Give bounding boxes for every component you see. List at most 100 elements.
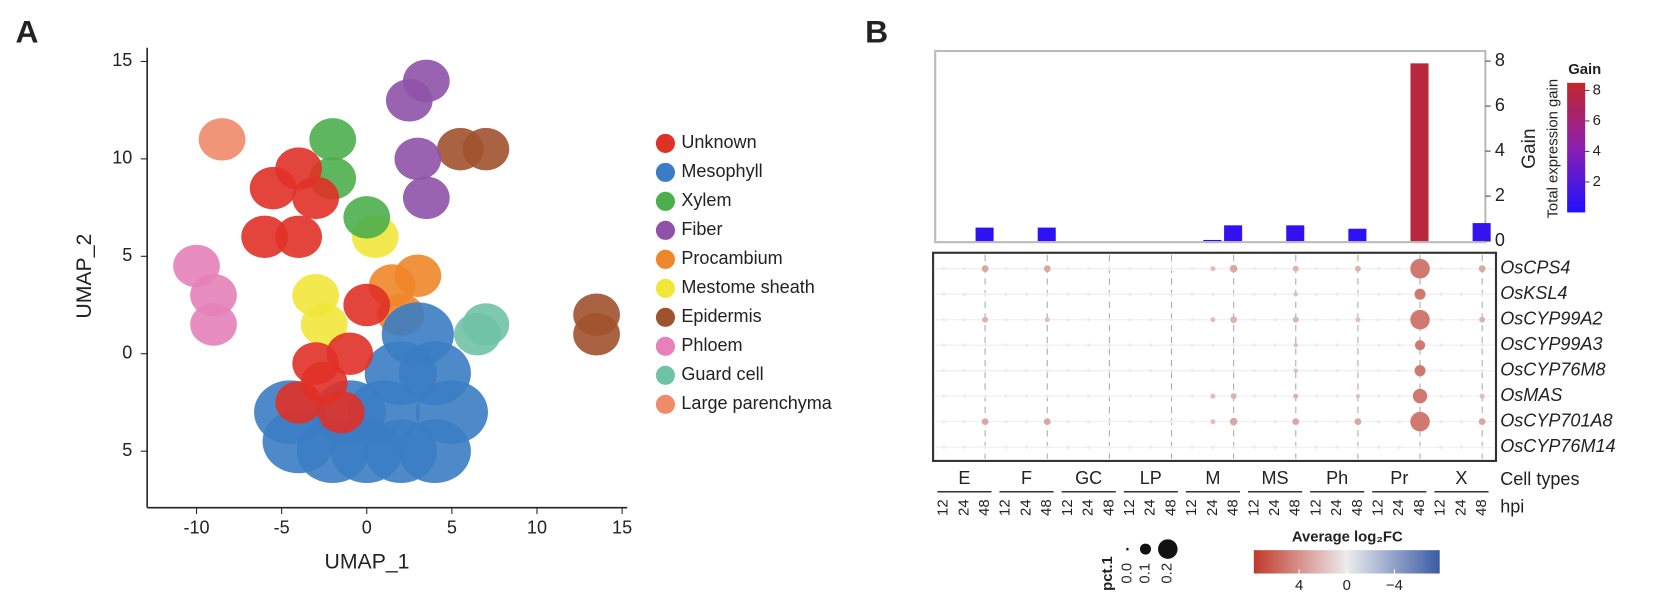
dot [1045,343,1049,347]
dot [1273,394,1277,398]
dot [1231,292,1236,296]
dot [1149,419,1153,424]
dot [1004,317,1008,322]
legend-label: Mestome sheath [681,277,814,297]
size-legend-dot [1158,539,1178,559]
legend-label: Epidermis [681,306,761,326]
colorbar-tick-label: 8 [1593,82,1601,98]
legend-label: Guard cell [681,364,763,384]
cluster-point [275,215,323,259]
cluster-point [300,303,348,346]
dot [1004,343,1008,347]
dot [1314,292,1319,296]
hpi-label: 24 [1205,499,1221,516]
legend-label: Mesophyll [681,161,762,181]
y-tick-label: 0 [122,342,132,362]
dot [1024,394,1029,398]
dot [1410,411,1430,432]
cluster-point [190,303,237,346]
dot [1294,445,1298,449]
dot [1439,343,1443,347]
dot [1335,394,1339,398]
dot [1004,394,1008,398]
hpi-label: 24 [956,499,972,516]
colorbar-tick-label: 0 [1343,578,1351,594]
dot [1128,292,1132,296]
group-label: Ph [1326,468,1348,488]
bar [1410,63,1429,242]
dot [1128,343,1132,347]
colorbar [1567,82,1586,213]
dot [1273,292,1277,296]
group-label: E [958,468,970,488]
dot [1190,267,1194,271]
dot [1086,292,1091,296]
y-tick-label: 10 [112,148,132,168]
cluster-point [573,312,620,356]
dot [1397,343,1402,347]
dot [1190,368,1194,373]
dot [1024,317,1029,322]
dot [1293,292,1298,297]
dot [1480,445,1484,449]
dot [1252,445,1257,449]
dot [942,343,946,347]
dot [1128,267,1132,271]
dot [962,419,967,424]
y-tick-label: 6 [1495,95,1505,115]
dot [1439,445,1443,449]
plot-frame [932,251,1498,462]
dot [1211,445,1215,449]
legend-label: Procambium [681,248,782,268]
hpi-label: 12 [936,499,952,516]
legend-swatch [655,133,675,153]
dot [1459,343,1464,347]
dot [1107,445,1112,449]
dot [1107,267,1112,271]
bar [1203,239,1222,242]
dot [1004,368,1008,373]
colorbar-label: Total expression gain [1545,79,1561,219]
bar [975,227,994,242]
group-label: M [1205,468,1220,488]
plot-frame [934,49,1487,244]
dot [1439,267,1443,271]
dot [1086,394,1091,398]
dot [1410,258,1430,279]
dot [1414,288,1426,300]
gene-label: OsCPS4 [1500,257,1570,277]
dot [1459,292,1464,296]
gene-label: OsCYP99A2 [1500,308,1602,328]
group-label: MS [1262,468,1289,488]
dot [1066,445,1070,449]
dot [942,419,946,424]
hpi-label: 48 [1101,499,1117,516]
dot [1230,393,1237,400]
hpi-label: 48 [977,499,993,516]
hpi-label: 12 [1433,499,1449,516]
dot [1376,419,1381,424]
dot [1480,368,1484,373]
dot [1231,445,1236,449]
dot [1252,267,1257,271]
hpi-label: 12 [1371,499,1387,516]
dot [1066,368,1070,373]
dot [1169,343,1174,347]
dot [1355,394,1361,399]
dot [1418,445,1422,449]
dot [1149,267,1153,271]
dot [1210,393,1216,399]
dot [1355,317,1361,323]
dot [1459,394,1464,398]
dot [1314,343,1319,347]
dot [1024,419,1029,424]
group-label: Pr [1390,468,1408,488]
dot [1086,368,1091,373]
dot [1335,445,1339,449]
dot [1335,343,1339,347]
dot [1169,368,1174,373]
dot [1459,368,1464,373]
dot [1273,419,1277,424]
dot [981,418,989,426]
bar [1224,225,1243,242]
